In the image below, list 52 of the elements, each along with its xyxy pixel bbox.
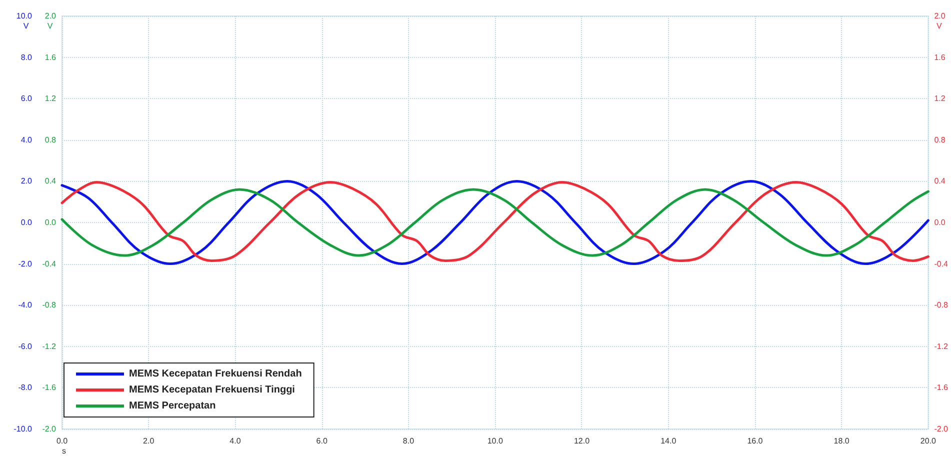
x-tick-label: 6.0	[316, 436, 328, 446]
y2-tick-label: 0.8	[934, 135, 946, 144]
y3-tick-label: 1.6	[44, 52, 57, 62]
y2-tick-label: 0.0	[934, 218, 946, 227]
y-tick-label: -4.0	[18, 300, 33, 310]
y-axis-title: V	[23, 22, 30, 30]
y3-tick-label: -2.0	[42, 424, 57, 434]
y-tick-label: 6.0	[20, 94, 33, 104]
legend-label: MEMS Kecepatan Frekuensi Tinggi	[129, 384, 296, 396]
y3-tick-label: 0.8	[44, 135, 57, 144]
y3-tick-label: 0.0	[44, 218, 57, 227]
x-tick-label: 20.0	[920, 436, 937, 446]
x-tick-label: 0.0	[56, 436, 68, 446]
y-tick-label: -6.0	[18, 342, 33, 351]
y3-tick-label: -0.8	[42, 300, 57, 310]
y3-tick-label: -0.4	[42, 259, 57, 268]
y3-axis-title: V	[47, 22, 54, 30]
x-tick-label: 18.0	[834, 436, 850, 446]
y-tick-label: 4.0	[20, 135, 33, 144]
y3-tick-label: 1.2	[44, 94, 57, 104]
y3-tick-label: -1.2	[42, 342, 57, 351]
x-tick-label: 12.0	[574, 436, 590, 446]
x-tick-label: 14.0	[660, 436, 677, 446]
y-tick-label: -10.0	[14, 424, 33, 434]
y-tick-label: -8.0	[18, 383, 33, 392]
legend-label: MEMS Percepatan	[129, 400, 216, 412]
x-tick-label: 8.0	[402, 436, 415, 446]
y3-tick-label: 0.4	[44, 176, 57, 186]
y2-tick-label: -1.6	[934, 383, 949, 392]
x-tick-label: 4.0	[230, 436, 242, 446]
x-tick-label: 10.0	[487, 436, 504, 446]
x-tick-label: 2.0	[143, 436, 155, 446]
y2-tick-label: -2.0	[934, 424, 949, 434]
line-series	[60, 188, 930, 257]
x-axis-title: s	[62, 446, 66, 456]
y3-tick-label: -1.6	[42, 383, 57, 392]
y-tick-label: 8.0	[20, 52, 33, 62]
y2-tick-label: 2.0	[934, 12, 946, 20]
y-tick-label: 0.0	[20, 218, 33, 227]
y2-tick-label: -0.4	[934, 259, 949, 268]
y2-tick-label: 1.2	[934, 94, 946, 104]
y3-tick-label: 2.0	[44, 12, 57, 20]
y-tick-label: -2.0	[18, 259, 33, 268]
x-tick-label: 16.0	[747, 436, 764, 446]
y2-axis-title: V	[936, 22, 943, 30]
y-tick-label: 2.0	[20, 176, 33, 186]
y2-tick-label: 1.6	[934, 52, 946, 62]
y2-tick-label: -0.8	[934, 300, 949, 310]
legend-label: MEMS Kecepatan Frekuensi Rendah	[129, 368, 302, 380]
y2-tick-label: 0.4	[934, 176, 946, 186]
y2-tick-label: -1.2	[934, 342, 949, 351]
y-tick-label: 10.0	[16, 12, 33, 20]
